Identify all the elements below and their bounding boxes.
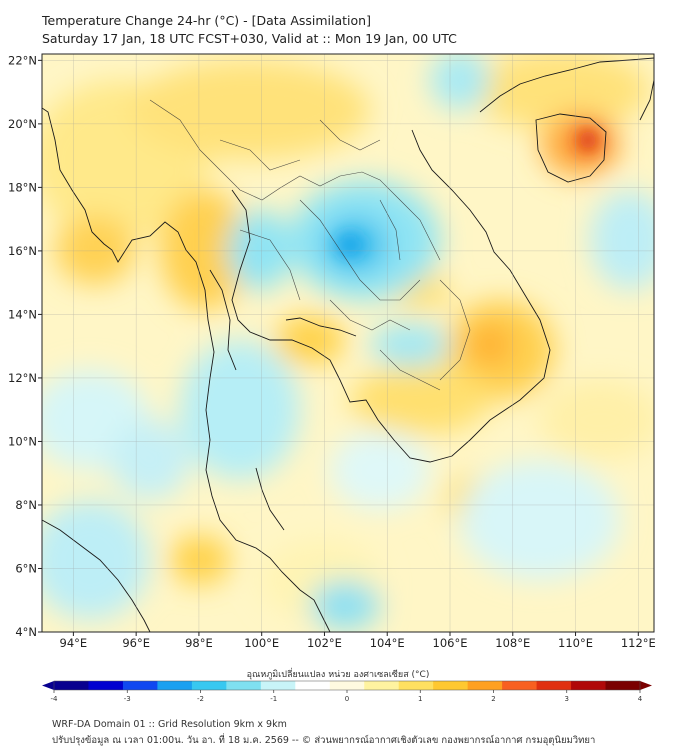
lon-tick-label: 112°E <box>621 636 656 650</box>
lon-tick-label: 100°E <box>244 636 279 650</box>
map-frame <box>41 53 655 633</box>
lat-tick-label: 4°N <box>15 625 37 639</box>
lat-tick-label: 12°N <box>8 371 37 385</box>
latitude-axis: 22°N 20°N 18°N 16°N 14°N 12°N 10°N 8°N 6°N 4°N <box>8 53 42 639</box>
colorbar-swatch <box>467 681 503 690</box>
lat-tick-label: 10°N <box>8 434 37 448</box>
colorbar-max-arrow <box>640 681 652 690</box>
colorbar-tick-label: 3 <box>565 695 569 703</box>
lat-tick-label: 18°N <box>8 180 37 194</box>
colorbar-swatch <box>398 681 434 690</box>
lon-tick-label: 106°E <box>433 636 468 650</box>
footer-credit: ปรับปรุงข้อมูล ณ เวลา 01:00น. วัน อา. ที… <box>52 735 596 746</box>
longitude-axis: 94°E 96°E 98°E 100°E 102°E 104°E 106°E 108°E 110… <box>60 632 656 650</box>
colorbar-swatch <box>605 681 641 690</box>
colorbar-min-arrow <box>42 681 54 690</box>
colorbar-swatch <box>54 681 89 690</box>
colorbar-swatch <box>329 681 365 690</box>
colorbar-tick-label: 1 <box>418 695 422 703</box>
lon-tick-label: 96°E <box>122 636 150 650</box>
lon-tick-label: 102°E <box>307 636 342 650</box>
colorbar-swatch <box>433 681 469 690</box>
colorbar-swatch <box>88 681 124 690</box>
colorbar: -4 -3 -2 -1 0 1 2 3 4 <box>42 680 652 703</box>
lon-tick-label: 110°E <box>558 636 593 650</box>
lat-tick-label: 22°N <box>8 53 37 67</box>
colorbar-swatch <box>295 681 331 690</box>
border-layer <box>149 99 471 391</box>
colorbar-swatch <box>536 681 572 690</box>
map-subtitle: Saturday 17 Jan, 18 UTC FCST+030, Valid … <box>42 31 457 46</box>
colorbar-swatch <box>191 681 227 690</box>
colorbar-label: อุณหภูมิเปลี่ยนแปลง หน่วย องศาเซลเซียส (… <box>246 670 430 680</box>
colorbar-swatch <box>260 681 296 690</box>
colorbar-tick-label: -1 <box>270 695 277 703</box>
gridlines <box>42 54 654 632</box>
lat-tick-label: 6°N <box>15 561 37 575</box>
lon-tick-label: 104°E <box>370 636 405 650</box>
colorbar-swatch <box>502 681 538 690</box>
colorbar-swatch <box>122 681 158 690</box>
colorbar-tick-label: 4 <box>638 695 643 703</box>
colorbar-tick-label: -4 <box>51 695 59 703</box>
lat-tick-label: 8°N <box>15 498 37 512</box>
lat-tick-label: 16°N <box>8 244 37 258</box>
colorbar-swatch <box>364 681 400 690</box>
lon-tick-label: 98°E <box>185 636 213 650</box>
colorbar-swatch <box>157 681 193 690</box>
colorbar-swatch <box>571 681 607 690</box>
colorbar-swatch <box>226 681 262 690</box>
lon-tick-label: 94°E <box>60 636 88 650</box>
colorbar-tick-label: -3 <box>124 695 131 703</box>
colorbar-tick-label: 0 <box>345 695 349 703</box>
colorbar-tick-label: -2 <box>197 695 204 703</box>
map-title: Temperature Change 24-hr (°C) - [Data As… <box>42 13 371 28</box>
lat-tick-label: 20°N <box>8 117 37 131</box>
lat-tick-label: 14°N <box>8 307 37 321</box>
coastline-layer <box>42 57 654 632</box>
lon-tick-label: 108°E <box>495 636 530 650</box>
footer-model-info: WRF-DA Domain 01 :: Grid Resolution 9km … <box>52 719 287 730</box>
colorbar-tick-label: 2 <box>491 695 495 703</box>
temperature-field <box>42 54 654 632</box>
